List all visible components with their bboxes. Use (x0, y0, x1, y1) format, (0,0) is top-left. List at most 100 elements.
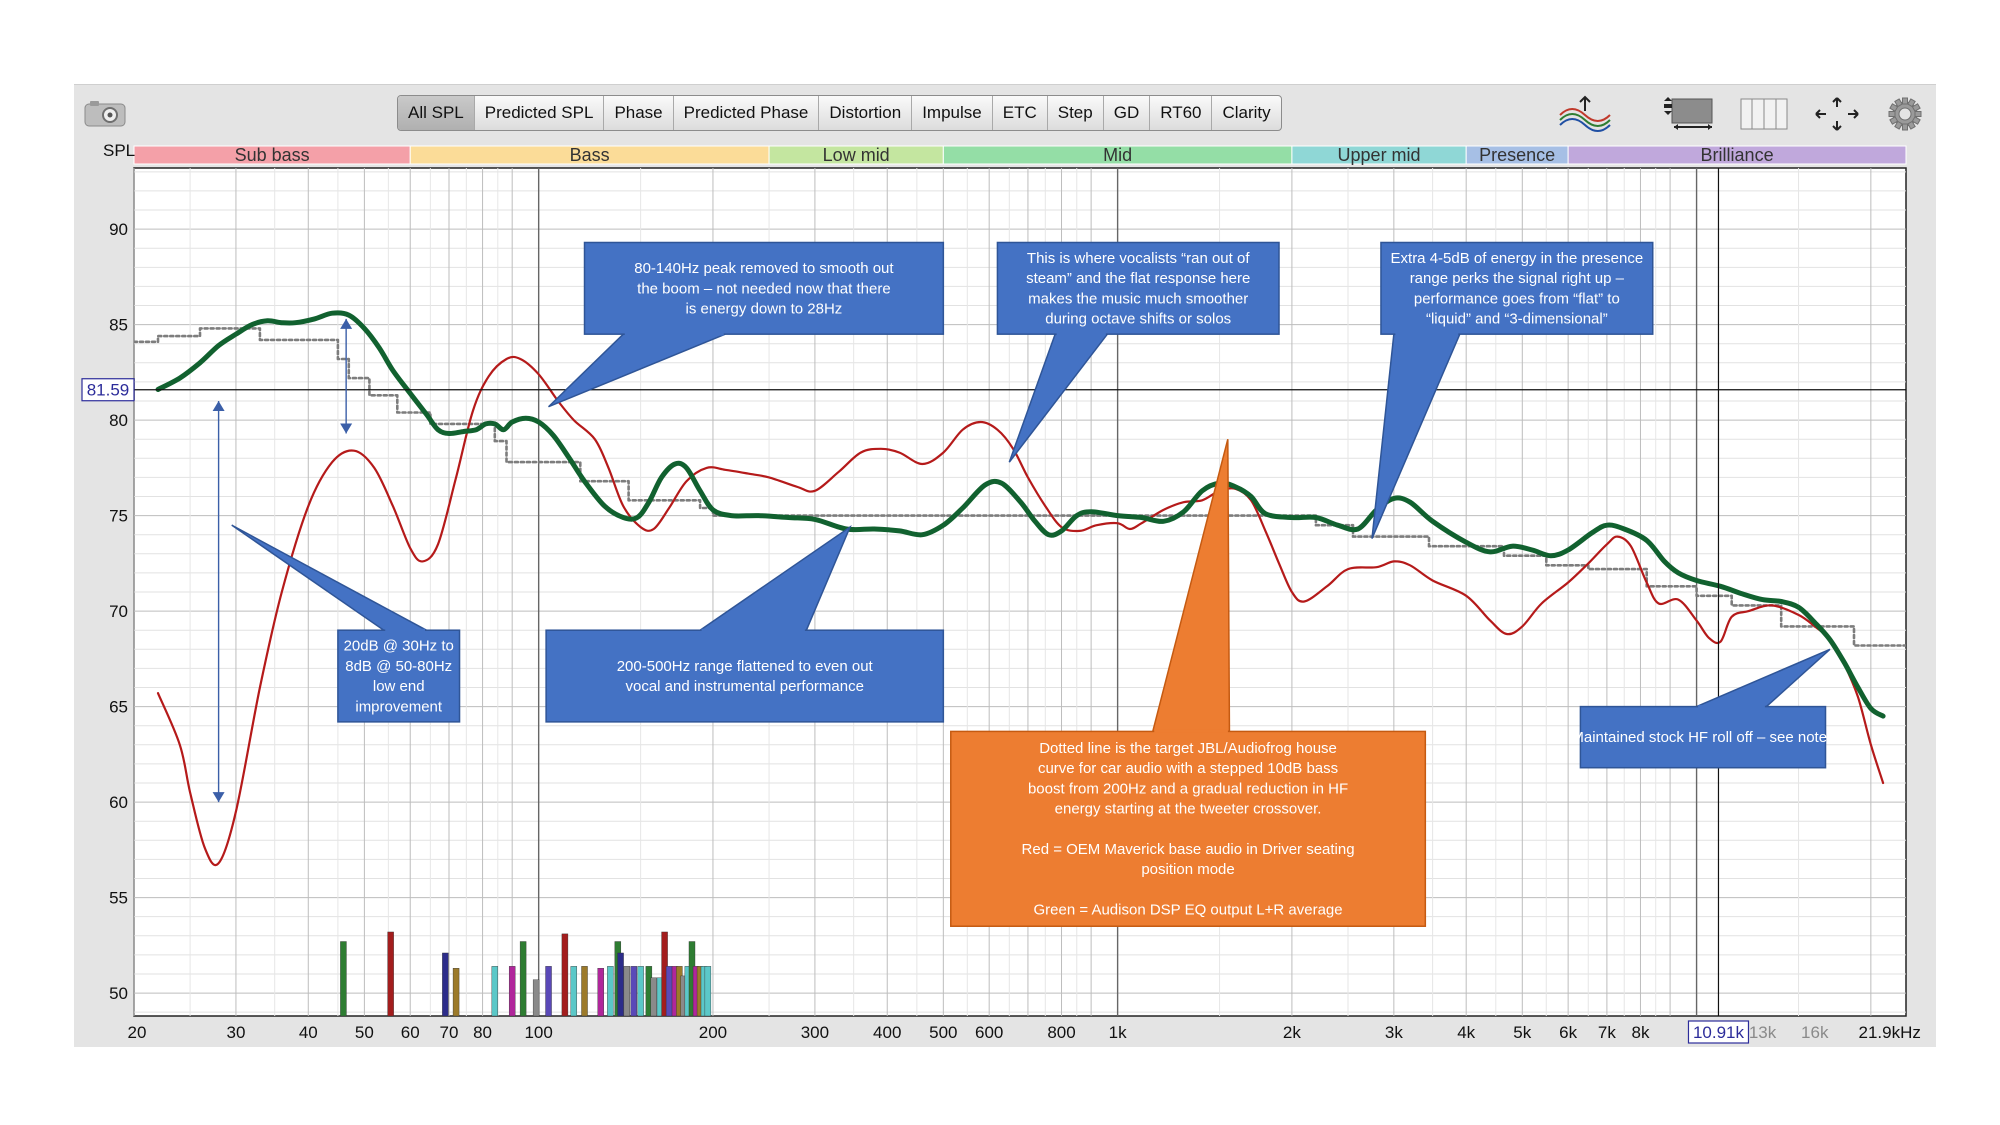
y-tick-label: 85 (109, 316, 128, 335)
tab-clarity[interactable]: Clarity (1222, 103, 1271, 122)
callout-box (583, 241, 945, 335)
callout-c4: 20dB @ 30Hz to 8dB @ 50-80Hz low end improv… (231, 524, 461, 723)
band-brilliance (1567, 145, 1907, 165)
x-tick-label: 100 (524, 1023, 552, 1042)
callout-text-line: 8dB @ 50-80Hz (345, 658, 452, 675)
event-bar (491, 966, 499, 1016)
callout-box (950, 730, 1427, 927)
callout-text-line: position mode (1141, 861, 1234, 878)
event-bar (442, 952, 449, 1016)
tab-phase[interactable]: Phase (604, 96, 674, 130)
callout-text-line: Dotted line is the target JBL/Audiofrog … (1039, 740, 1337, 757)
callout-text-line: Extra 4-5dB of energy in the presence (1391, 250, 1644, 267)
x-tick-label: 13k (1749, 1023, 1777, 1042)
callout-text-line: improvement (355, 698, 443, 715)
callout-text-line: “liquid” and “3-dimensional” (1426, 311, 1608, 328)
band-label: Low mid (823, 145, 890, 165)
tab-predicted-phase[interactable]: Predicted Phase (674, 96, 820, 130)
y-tick-label: 65 (109, 698, 128, 717)
x-tick-label: 200 (699, 1023, 727, 1042)
camera-icon[interactable] (84, 100, 126, 128)
y-tick-label: 90 (109, 220, 128, 239)
series-line-green (155, 310, 1886, 719)
callout-text-line: performance goes from “flat” to (1414, 290, 1620, 307)
y-tick-label: 75 (109, 507, 128, 526)
callout-text-line: 80-140Hz peak removed to smooth out (634, 260, 894, 277)
tab-predicted-spl[interactable]: Predicted SPL (475, 96, 605, 130)
callout-box (1579, 705, 1827, 769)
level-meter-icon[interactable] (1660, 95, 1716, 133)
callout-box (337, 629, 461, 723)
tab-step[interactable]: Step (1048, 96, 1104, 130)
callout-text-line: range perks the signal right up – (1410, 270, 1625, 287)
tab-distortion[interactable]: Distortion (819, 96, 913, 130)
event-bar (387, 931, 394, 1016)
callout-text-line: is energy down to 28Hz (686, 301, 843, 318)
tab-all-spl[interactable]: All SPL (398, 96, 475, 130)
tab-gd[interactable]: GD (1104, 96, 1151, 130)
zoom-arrows-icon[interactable] (1812, 95, 1862, 133)
x-tick-label: 3k (1385, 1023, 1403, 1042)
event-bar (452, 968, 460, 1016)
callout-text-line: during octave shifts or solos (1045, 311, 1231, 328)
x-tick-label: 21.9kHz (1858, 1023, 1920, 1042)
y-axis-label: SPL (103, 141, 135, 160)
x-tick-label: 7k (1598, 1023, 1616, 1042)
callout-text-line: 20dB @ 30Hz to (344, 638, 454, 655)
x-tick-label: 600 (975, 1023, 1003, 1042)
event-bar (340, 941, 347, 1016)
band-label: Mid (1103, 145, 1132, 165)
x-tick-label: 60 (401, 1023, 420, 1042)
event-bar (704, 966, 712, 1016)
y-tick-label: 55 (109, 889, 128, 908)
x-tick-label: 4k (1457, 1023, 1475, 1042)
y-tick-label: 70 (109, 602, 128, 621)
cursor-x-readout: 10.91k (1693, 1023, 1745, 1042)
event-bar (545, 966, 552, 1016)
callout-text-line: This is where vocalists “ran out of (1027, 250, 1250, 267)
tab-etc[interactable]: ETC (993, 96, 1048, 130)
callout-text-line: curve for car audio with a stepped 10dB … (1038, 760, 1338, 777)
event-bar (617, 952, 624, 1016)
callout-text-line: Red = OEM Maverick base audio in Driver … (1022, 841, 1355, 858)
event-bar (637, 966, 644, 1016)
x-tick-label: 30 (226, 1023, 245, 1042)
callout-text-line: the boom – not needed now that there (637, 280, 891, 297)
series-line-red (156, 355, 1885, 867)
tab-rt60[interactable]: RT60 (1150, 96, 1213, 130)
x-tick-label: 80 (473, 1023, 492, 1042)
x-tick-label: 300 (801, 1023, 829, 1042)
callout-text-line: steam” and the flat response here (1026, 270, 1250, 287)
gear-icon[interactable] (1885, 95, 1925, 133)
columns-icon[interactable] (1739, 95, 1789, 133)
callout-text-line: boost from 200Hz and a gradual reduction… (1028, 780, 1348, 797)
callout-text-line: energy starting at the tweeter crossover… (1055, 801, 1322, 818)
callout-box (545, 629, 945, 723)
callout-text-line: Green = Audison DSP EQ output L+R averag… (1034, 902, 1343, 919)
callout-box (1380, 241, 1654, 335)
event-bar (570, 966, 578, 1016)
x-tick-label: 1k (1109, 1023, 1127, 1042)
x-tick-label: 2k (1283, 1023, 1301, 1042)
band-label: Brilliance (1701, 145, 1774, 165)
cursor-y-readout: 81.59 (87, 381, 130, 400)
view-tab-bar: All SPL Predicted SPL Phase Predicted Phase… (397, 95, 1282, 131)
event-bar (561, 933, 569, 1016)
event-bar (665, 966, 673, 1016)
tab-impulse[interactable]: Impulse (912, 96, 993, 130)
event-bar (607, 966, 614, 1016)
curve-scale-icon[interactable] (1558, 95, 1612, 133)
x-tick-label: 20 (128, 1023, 147, 1042)
callout-c7: Maintained stock HF roll off – see notes (1571, 648, 1835, 769)
event-bar (508, 966, 516, 1016)
event-bar (630, 966, 638, 1016)
x-tick-label: 500 (929, 1023, 957, 1042)
range-arrow-head (212, 792, 225, 803)
y-tick-label: 50 (109, 984, 128, 1003)
event-bar (623, 966, 631, 1016)
x-tick-label: 40 (299, 1023, 318, 1042)
callout-text-line: Maintained stock HF roll off – see notes (1571, 729, 1834, 746)
x-tick-label: 16k (1801, 1023, 1829, 1042)
event-bar (519, 941, 527, 1016)
